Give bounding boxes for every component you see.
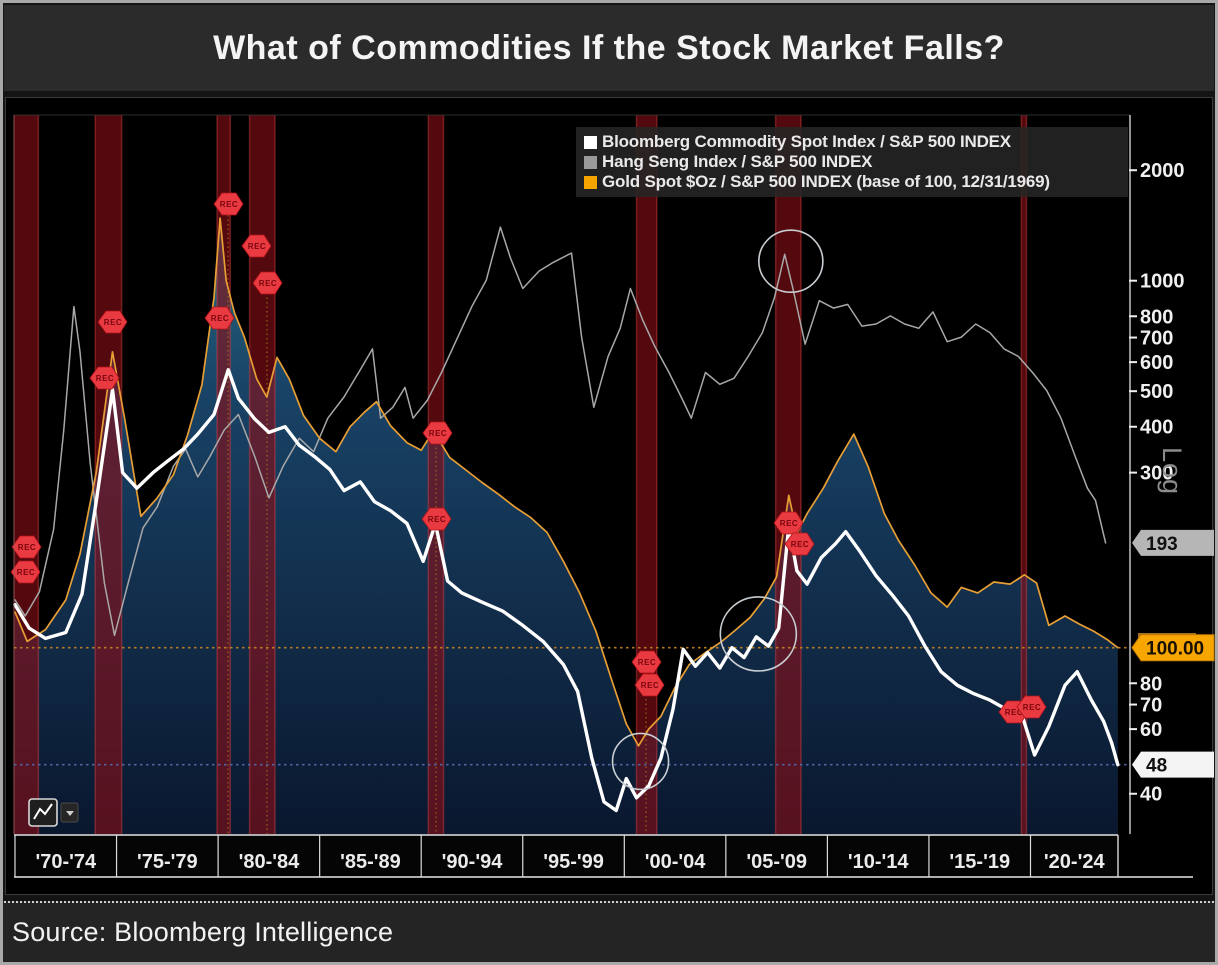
- rec-marker-icon: [634, 673, 665, 697]
- value-badge-hang-seng-ratio: [1132, 529, 1214, 556]
- y-axis-tick-label: 1000: [1140, 271, 1185, 293]
- rec-marker-icon: [773, 511, 804, 535]
- recession-band: [217, 115, 231, 834]
- line-chart-icon: [33, 803, 53, 820]
- value-badge-commodity-ratio: [1132, 751, 1214, 778]
- legend-swatch-icon: [584, 175, 597, 189]
- y-axis-tick-label: 70: [1140, 695, 1162, 717]
- legend-label: Hang Seng Index / S&P 500 INDEX: [602, 152, 873, 171]
- rec-marker-label: REC: [429, 429, 447, 438]
- rec-marker-label: REC: [791, 540, 809, 549]
- chevron-down-icon: [66, 811, 74, 816]
- rec-marker-icon: [89, 366, 120, 390]
- x-axis-label: '85-'89: [340, 851, 401, 873]
- value-badge-label: 193: [1146, 534, 1178, 555]
- y-axis-tick-label: 60: [1140, 719, 1162, 741]
- rec-marker-label: REC: [17, 568, 35, 577]
- rec-marker-label: REC: [96, 374, 114, 383]
- y-axis-tick-label: 2000: [1140, 160, 1185, 182]
- rec-marker-label: REC: [18, 543, 36, 552]
- rec-marker-label: REC: [104, 318, 122, 327]
- rec-marker-icon: [784, 532, 815, 556]
- y-axis-tick-label: 700: [1140, 328, 1173, 350]
- legend-item-2[interactable]: Gold Spot $Oz / S&P 500 INDEX (base of 1…: [584, 172, 1120, 192]
- rec-marker-label: REC: [248, 242, 266, 251]
- rec-marker-icon: [97, 310, 128, 334]
- source-bar: Source: Bloomberg Intelligence: [0, 901, 1218, 962]
- series-line-0: [14, 226, 1107, 637]
- x-axis-label: '20-'24: [1044, 851, 1106, 873]
- log-scale-label: Log: [1157, 447, 1187, 495]
- recession-band: [636, 115, 657, 834]
- rec-marker-label: REC: [259, 279, 277, 288]
- x-axis-label: '75-'79: [137, 851, 198, 873]
- chart-type-button[interactable]: [28, 798, 79, 827]
- annotation-circle: [719, 596, 798, 672]
- rec-marker-icon: [422, 421, 453, 445]
- recession-band: [775, 115, 801, 834]
- legend-swatch-icon: [584, 155, 597, 169]
- gold-area-fill: [14, 218, 1118, 834]
- rec-marker-icon: [1016, 695, 1047, 719]
- y-axis-tick-label: 300: [1140, 463, 1173, 485]
- x-axis-label: '10-'14: [848, 851, 910, 873]
- rec-marker-label: REC: [780, 519, 798, 528]
- x-axis-label: '05-'09: [746, 851, 807, 873]
- rec-marker-label: REC: [428, 515, 446, 524]
- rec-marker-label: REC: [220, 200, 238, 209]
- value-badge-label: 48: [1146, 756, 1167, 777]
- chart-legend: Bloomberg Commodity Spot Index / S&P 500…: [576, 127, 1128, 197]
- rec-marker-label: REC: [211, 314, 229, 323]
- x-axis-strip: [14, 835, 1118, 877]
- page-title: What of Commodities If the Stock Market …: [213, 28, 1005, 67]
- title-bar: What of Commodities If the Stock Market …: [4, 5, 1214, 91]
- rec-marker-label: REC: [641, 681, 659, 690]
- recession-band: [249, 115, 275, 834]
- rec-marker-icon: [241, 234, 272, 258]
- y-axis-tick-label: 500: [1140, 381, 1173, 403]
- rec-marker-icon: [421, 507, 452, 531]
- x-axis-label: '70-'74: [35, 851, 97, 873]
- y-axis-tick-label: 600: [1140, 352, 1173, 374]
- value-badge-label: 100.00: [1146, 639, 1204, 660]
- y-axis-tick-label: 800: [1140, 306, 1173, 328]
- legend-label: Gold Spot $Oz / S&P 500 INDEX (base of 1…: [602, 172, 1050, 191]
- x-axis-label: '95-'99: [543, 851, 604, 873]
- annotation-circle: [758, 229, 824, 294]
- recession-band: [1021, 115, 1027, 834]
- rec-marker-icon: [11, 535, 42, 559]
- series-line-2: [13, 368, 1120, 813]
- legend-item-0[interactable]: Bloomberg Commodity Spot Index / S&P 500…: [584, 132, 1120, 152]
- rec-marker-icon: [10, 560, 41, 584]
- series-line-1: [14, 217, 1119, 747]
- y-axis-tick-label: 400: [1140, 417, 1173, 439]
- x-axis-label: '15-'19: [949, 851, 1010, 873]
- legend-item-1[interactable]: Hang Seng Index / S&P 500 INDEX: [584, 152, 1120, 172]
- rec-marker-icon: [631, 650, 662, 674]
- y-axis-tick-label: 80: [1140, 673, 1162, 695]
- y-axis-tick-label: 40: [1140, 784, 1162, 806]
- rec-marker-label: REC: [1023, 703, 1041, 712]
- x-axis-label: '80-'84: [239, 851, 301, 873]
- rec-marker-icon: [213, 192, 244, 216]
- legend-swatch-icon: [584, 135, 597, 149]
- rec-marker-icon: [204, 306, 235, 330]
- x-axis-label: '00-'04: [645, 851, 707, 873]
- legend-label: Bloomberg Commodity Spot Index / S&P 500…: [602, 132, 1011, 151]
- x-axis-label: '90-'94: [442, 851, 504, 873]
- recession-band: [13, 115, 39, 834]
- rec-marker-icon: [252, 271, 283, 295]
- source-text: Source: Bloomberg Intelligence: [12, 917, 394, 947]
- annotation-circle: [611, 732, 670, 791]
- value-badge-gold-ratio: [1131, 634, 1215, 662]
- rec-marker-label: REC: [1005, 708, 1023, 717]
- rec-marker-label: REC: [638, 658, 656, 667]
